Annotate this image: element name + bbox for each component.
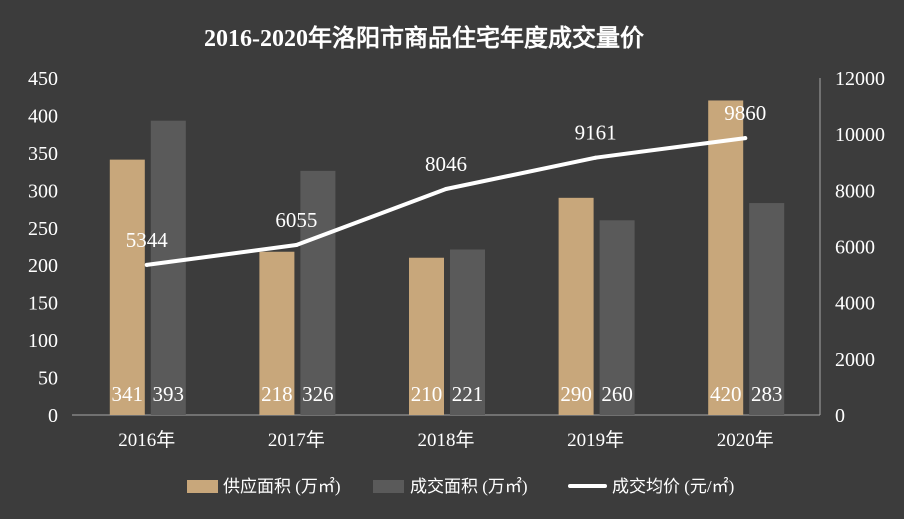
left-y-tick-label: 250 bbox=[28, 218, 58, 240]
supply-area-bar bbox=[708, 100, 744, 415]
data-labels: 341 218 210 290 420 393 326 221 260 283 5344 6055 80… bbox=[112, 101, 783, 406]
deal-area-bar bbox=[599, 220, 635, 415]
avg-price-point bbox=[294, 242, 299, 247]
avg-price-point-label: 9161 bbox=[575, 121, 617, 145]
avg-price-point-label: 8046 bbox=[425, 152, 467, 176]
axes: 0 50 100 150 200 250 300 350 400 450 0 2000 4000 6000… bbox=[28, 68, 885, 451]
legend-label: 成交均价 (元/㎡) bbox=[612, 477, 734, 496]
legend-item-deal-area: 成交面积 (万㎡) bbox=[373, 477, 528, 496]
right-y-tick-label: 8000 bbox=[835, 180, 875, 202]
deal-area-bar-label: 326 bbox=[302, 382, 334, 406]
right-y-tick-label: 6000 bbox=[835, 237, 875, 259]
supply-area-bar-label: 290 bbox=[560, 382, 592, 406]
price-line-group bbox=[144, 136, 748, 267]
x-tick-label: 2018年 bbox=[417, 429, 474, 451]
x-tick-label: 2020年 bbox=[717, 429, 774, 451]
x-tick-label: 2016年 bbox=[118, 429, 175, 451]
deal-area-bar bbox=[300, 170, 336, 415]
avg-price-point-label: 6055 bbox=[275, 208, 317, 232]
supply-area-bar-label: 210 bbox=[411, 382, 443, 406]
right-y-tick-label: 4000 bbox=[835, 293, 875, 315]
avg-price-point bbox=[593, 155, 598, 160]
deal-area-bar bbox=[450, 249, 485, 415]
supply-area-bar-label: 420 bbox=[710, 382, 742, 406]
right-y-tick-label: 12000 bbox=[835, 68, 885, 90]
legend-item-supply-area: 供应面积 (万㎡) bbox=[187, 477, 341, 496]
left-y-tick-label: 300 bbox=[28, 180, 58, 202]
bars bbox=[109, 100, 785, 415]
deal-area-bar-label: 393 bbox=[153, 382, 185, 406]
left-y-tick-label: 150 bbox=[28, 293, 58, 315]
deal-area-bar bbox=[150, 120, 186, 415]
avg-price-point bbox=[144, 262, 149, 267]
legend-swatch bbox=[373, 480, 404, 493]
deal-area-bar-series bbox=[150, 120, 785, 415]
right-y-tick-label: 10000 bbox=[835, 124, 885, 146]
left-y-tick-label: 400 bbox=[28, 105, 58, 127]
deal-area-bar-label: 260 bbox=[601, 382, 633, 406]
legend-label: 成交面积 (万㎡) bbox=[410, 477, 528, 496]
right-y-tick-label: 0 bbox=[835, 405, 845, 427]
avg-price-point bbox=[743, 136, 748, 141]
deal-area-bar bbox=[749, 203, 785, 415]
chart-title: 2016-2020年洛阳市商品住宅年度成交量价 bbox=[204, 24, 645, 52]
legend-label: 供应面积 (万㎡) bbox=[223, 477, 341, 496]
legend-item-avg-price: 成交均价 (元/㎡) bbox=[568, 477, 734, 496]
supply-area-bar-label: 341 bbox=[112, 382, 144, 406]
deal-area-bar-label: 283 bbox=[751, 382, 783, 406]
left-y-tick-label: 50 bbox=[38, 368, 58, 390]
left-y-tick-label: 100 bbox=[28, 330, 58, 352]
legend: 供应面积 (万㎡) 成交面积 (万㎡) 成交均价 (元/㎡) bbox=[187, 477, 734, 496]
legend-swatch bbox=[187, 480, 218, 493]
avg-price-point-label: 5344 bbox=[126, 228, 169, 252]
supply-area-bar bbox=[259, 251, 295, 415]
deal-area-bar-label: 221 bbox=[452, 382, 484, 406]
right-y-tick-label: 2000 bbox=[835, 349, 875, 371]
supply-area-bar bbox=[558, 197, 594, 415]
x-tick-label: 2017年 bbox=[268, 429, 325, 451]
avg-price-point-label: 9860 bbox=[724, 101, 766, 125]
left-y-tick-label: 200 bbox=[28, 255, 58, 277]
left-y-tick-label: 350 bbox=[28, 143, 58, 165]
x-tick-label: 2019年 bbox=[567, 429, 624, 451]
left-y-tick-label: 450 bbox=[28, 68, 58, 90]
supply-area-bar bbox=[409, 257, 444, 415]
supply-area-bar bbox=[109, 159, 145, 415]
left-y-tick-label: 0 bbox=[48, 405, 58, 427]
supply-area-bar-label: 218 bbox=[261, 382, 293, 406]
avg-price-point bbox=[444, 187, 448, 192]
supply-area-bar-series bbox=[109, 100, 744, 415]
